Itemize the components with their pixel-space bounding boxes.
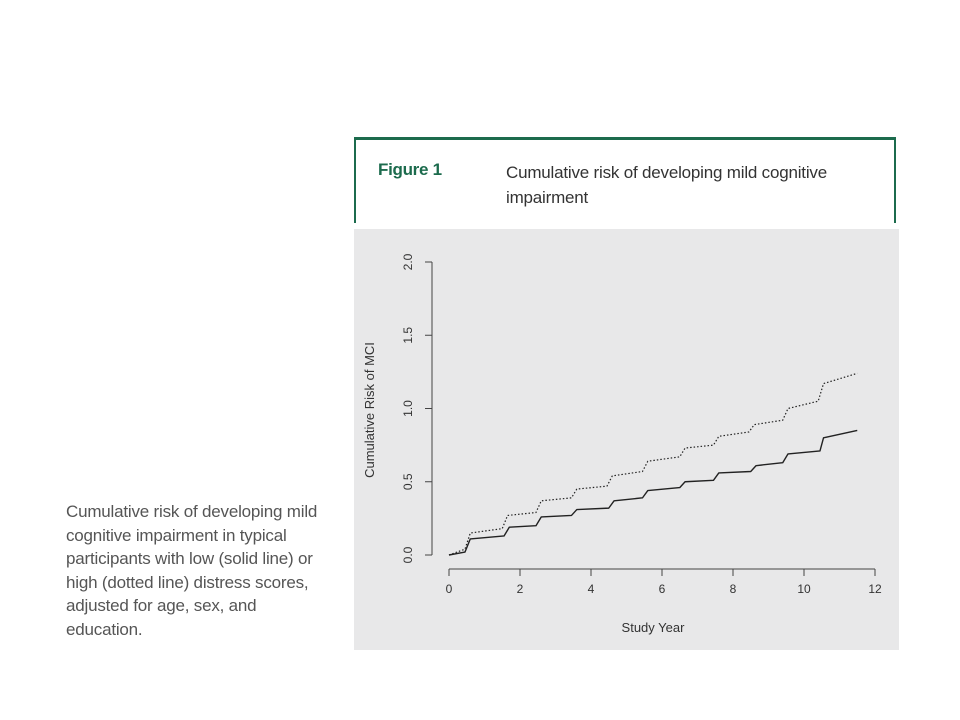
x-tick-label: 10 (797, 582, 811, 596)
figure-caption: Cumulative risk of developing mild cogni… (66, 502, 318, 639)
x-tick-label: 6 (659, 582, 666, 596)
plot-panel: 0 2 4 6 8 10 12 0.0 0.5 1.0 1.5 2.0 Study Year Cumu… (354, 229, 899, 650)
y-tick-label: 1.0 (401, 400, 415, 417)
y-tick-label: 1.5 (401, 327, 415, 344)
x-tick-label: 8 (730, 582, 737, 596)
y-axis-label: Cumulative Risk of MCI (362, 342, 377, 478)
x-tick-label: 12 (868, 582, 882, 596)
series-line-solid (448, 429, 858, 556)
figure-label: Figure 1 (378, 160, 442, 179)
axes: 0 2 4 6 8 10 12 0.0 0.5 1.0 1.5 2.0 (401, 253, 882, 596)
figure-title: Cumulative risk of developing mild cogni… (506, 163, 827, 207)
series-group (448, 372, 858, 556)
y-tick-label: 2.0 (401, 253, 415, 270)
x-axis-label: Study Year (622, 620, 686, 635)
cumulative-risk-chart: 0 2 4 6 8 10 12 0.0 0.5 1.0 1.5 2.0 Study Year Cumu… (362, 253, 882, 635)
figure-header: Figure 1 Cumulative risk of developing m… (354, 137, 896, 223)
y-tick-label: 0.5 (401, 473, 415, 490)
x-tick-label: 0 (446, 582, 453, 596)
y-tick-label: 0.0 (401, 546, 415, 563)
series-line-dotted (448, 372, 858, 556)
x-tick-label: 4 (588, 582, 595, 596)
x-tick-label: 2 (517, 582, 524, 596)
